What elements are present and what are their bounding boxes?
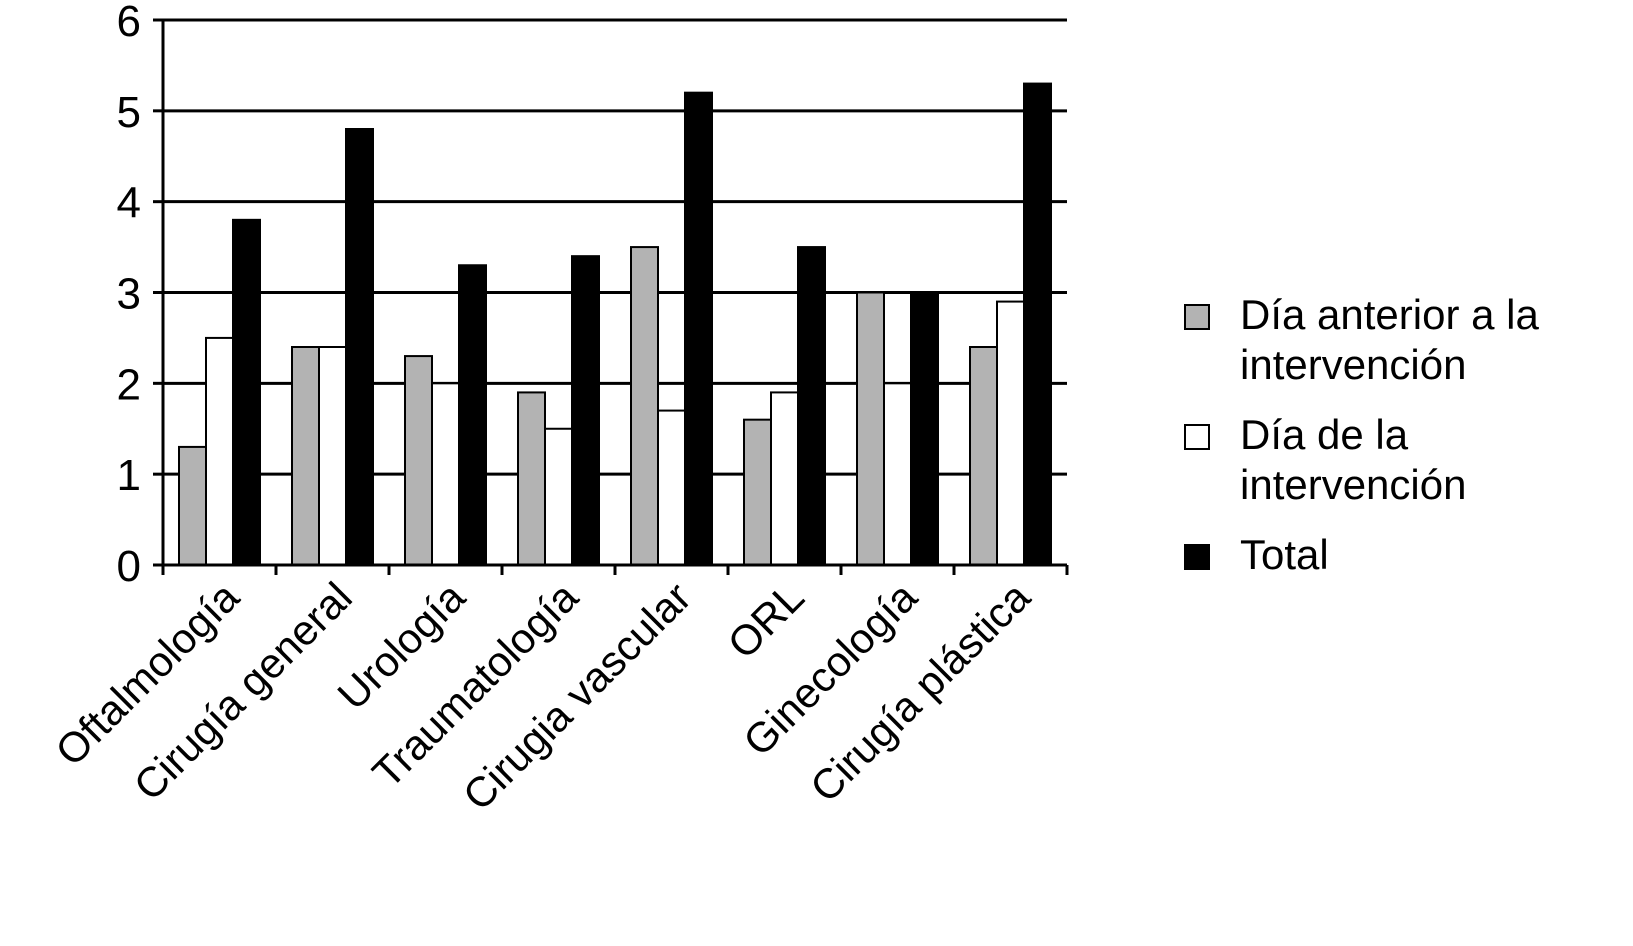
y-tick-label: 3: [117, 270, 141, 319]
y-tick-label: 5: [117, 88, 141, 137]
bar: [1023, 82, 1052, 566]
y-tick-label: 6: [117, 0, 141, 46]
bar: [178, 445, 207, 566]
legend-label: Total: [1240, 531, 1329, 578]
bar: [458, 264, 487, 566]
bar: [630, 246, 659, 566]
bar: [797, 246, 826, 566]
bar: [431, 382, 460, 567]
legend-label: Día de la intervención: [1240, 411, 1467, 508]
legend-item: Día anterior a la intervención: [1180, 290, 1620, 390]
bar: [910, 291, 939, 566]
bar: [345, 128, 374, 566]
y-tick-label: 0: [117, 542, 141, 591]
legend-label: Día anterior a la intervención: [1240, 291, 1539, 388]
bar: [969, 346, 998, 566]
bar: [517, 391, 546, 566]
bar: [856, 291, 885, 566]
bar: [657, 409, 686, 567]
legend-swatch: [1184, 544, 1210, 570]
bar: [544, 427, 573, 566]
bar: [232, 218, 261, 566]
legend-swatch: [1184, 424, 1210, 450]
bar: [404, 355, 433, 567]
bar: [770, 391, 799, 566]
legend-item: Día de la intervención: [1180, 410, 1620, 510]
bar: [883, 382, 912, 567]
bar: [996, 300, 1025, 566]
y-tick-label: 4: [117, 179, 141, 228]
x-tick-label: ORL: [719, 573, 813, 667]
legend: Día anterior a la intervención Día de la …: [1180, 290, 1620, 600]
y-tick-label: 1: [117, 451, 141, 500]
y-tick-label: 2: [117, 360, 141, 409]
legend-swatch: [1184, 304, 1210, 330]
bar: [318, 346, 347, 566]
bar: [205, 336, 234, 566]
legend-item: Total: [1180, 530, 1620, 580]
bar: [684, 91, 713, 567]
bar: [571, 255, 600, 566]
bar: [743, 418, 772, 566]
bar: [291, 346, 320, 566]
